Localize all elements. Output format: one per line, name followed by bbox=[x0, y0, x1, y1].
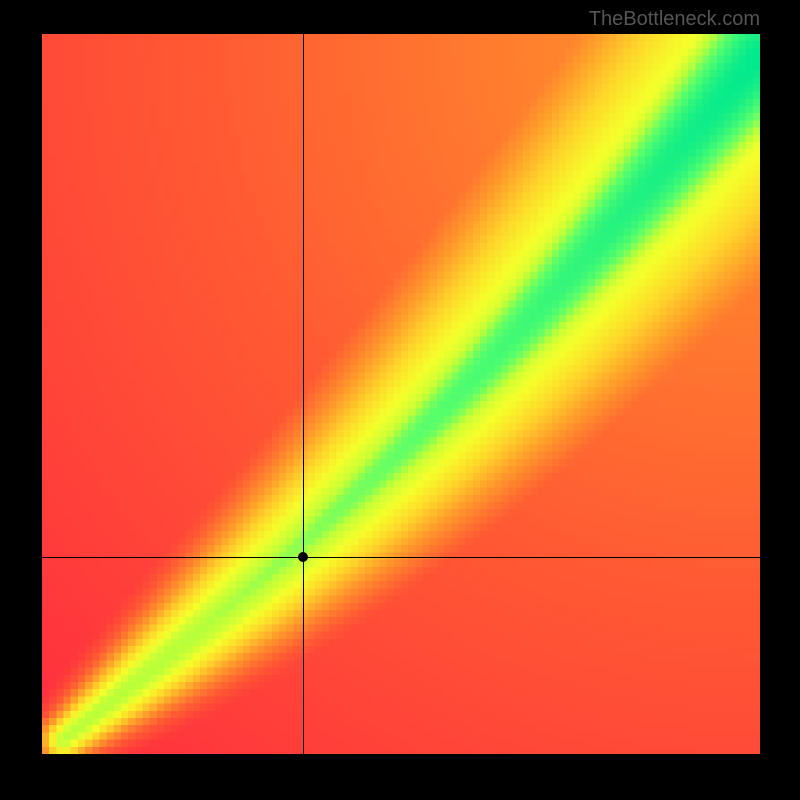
watermark-text: TheBottleneck.com bbox=[589, 8, 760, 31]
heatmap-canvas bbox=[42, 34, 760, 754]
crosshair-vertical bbox=[303, 34, 304, 754]
plot-area bbox=[42, 34, 760, 754]
crosshair-horizontal bbox=[42, 557, 760, 558]
crosshair-marker bbox=[298, 552, 308, 562]
